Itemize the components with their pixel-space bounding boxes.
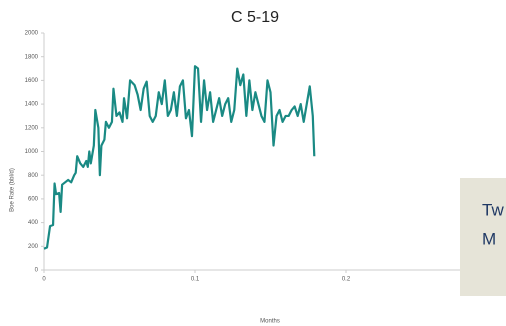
x-tick-label: 0.1 (191, 277, 200, 283)
y-tick-label: 200 (28, 244, 39, 250)
chart-title: C 5-19 (231, 9, 279, 26)
y-tick-label: 1600 (25, 78, 39, 84)
y-tick-label: 1400 (25, 102, 39, 108)
x-axis-label: Months (260, 319, 280, 325)
y-tick-label: 1200 (25, 125, 39, 131)
y-tick-label: 600 (28, 196, 39, 202)
y-tick-label: 800 (28, 173, 39, 179)
x-tick-label: 0 (42, 277, 46, 283)
y-tick-label: 1000 (25, 149, 39, 155)
y-tick-label: 400 (28, 220, 39, 226)
annotation-box (460, 178, 506, 296)
y-tick-label: 2000 (25, 31, 39, 37)
y-tick-label: 0 (35, 268, 39, 274)
data-line (43, 65, 316, 250)
y-tick-label: 1800 (25, 54, 39, 60)
y-axis-label: Boe Rate (bbl/d) (10, 168, 16, 212)
annotation-text: M (482, 229, 496, 248)
x-tick-label: 0.2 (342, 277, 351, 283)
annotation-text: Tw (482, 200, 504, 219)
